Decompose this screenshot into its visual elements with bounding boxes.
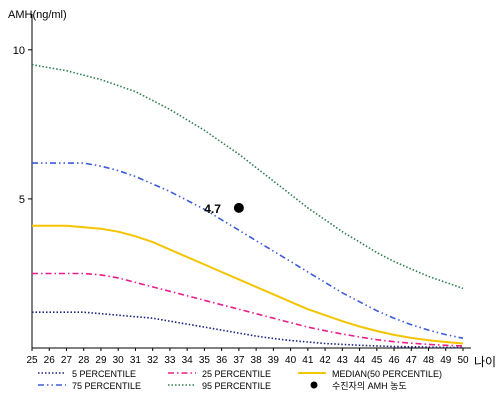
legend-label: 5 PERCENTILE <box>72 369 136 379</box>
x-tick-label: 43 <box>337 355 349 366</box>
series-line <box>32 162 464 339</box>
x-tick-label: 40 <box>285 355 297 366</box>
x-tick-label: 28 <box>78 355 90 366</box>
x-tick-label: 41 <box>302 355 314 366</box>
patient-amh-point <box>233 202 244 213</box>
x-tick-label: 38 <box>251 355 263 366</box>
legend-label: 수진자의 AMH 농도 <box>332 381 407 391</box>
x-tick-label: 29 <box>95 355 107 366</box>
x-tick-label: 48 <box>423 355 435 366</box>
x-tick-label: 32 <box>147 355 159 366</box>
x-tick-label: 46 <box>388 355 400 366</box>
x-tick-label: 30 <box>113 355 125 366</box>
x-tick-label: 36 <box>216 355 228 366</box>
y-axis-label: AMH(ng/ml) <box>8 9 67 21</box>
x-tick-label: 50 <box>457 355 469 366</box>
series-line <box>32 311 463 349</box>
x-tick-label: 39 <box>268 355 280 366</box>
legend-point-marker <box>310 381 318 389</box>
chart-axes <box>31 14 471 349</box>
x-tick-label: 37 <box>233 355 245 366</box>
x-axis-label: 나이 <box>474 355 496 369</box>
legend-label: MEDIAN(50 PERCENTILE) <box>332 369 442 379</box>
x-tick-label: 26 <box>44 355 56 366</box>
series-line <box>32 224 464 345</box>
chart-ticks: 5 10 25 26 27 28 29 30 31 32 33 34 35 36 37 38 39 40 41 42 4… <box>13 45 469 366</box>
x-tick-label: 49 <box>440 355 452 366</box>
patient-amh-label: 4.7 <box>204 202 221 216</box>
legend-label: 75 PERCENTILE <box>72 381 141 391</box>
x-tick-label: 44 <box>354 355 366 366</box>
patient-point-group: 4.7 <box>204 202 244 216</box>
x-tick-label: 42 <box>320 355 332 366</box>
chart-legend: 5 PERCENTILE 25 PERCENTILE MEDIAN(50 PERCE… <box>38 369 442 391</box>
legend-label: 25 PERCENTILE <box>202 369 271 379</box>
legend-label: 95 PERCENTILE <box>202 381 271 391</box>
x-tick-label: 25 <box>26 355 38 366</box>
x-tick-label: 27 <box>61 355 73 366</box>
x-tick-label: 35 <box>199 355 211 366</box>
y-tick-label: 5 <box>19 194 25 206</box>
x-tick-label: 34 <box>182 355 194 366</box>
y-tick-label: 10 <box>13 45 25 57</box>
series-line <box>31 63 464 290</box>
chart-series <box>31 63 464 349</box>
x-tick-label: 31 <box>130 355 142 366</box>
x-tick-label: 33 <box>164 355 176 366</box>
x-tick-label: 45 <box>371 355 383 366</box>
x-tick-label: 47 <box>406 355 418 366</box>
series-line <box>32 272 464 347</box>
